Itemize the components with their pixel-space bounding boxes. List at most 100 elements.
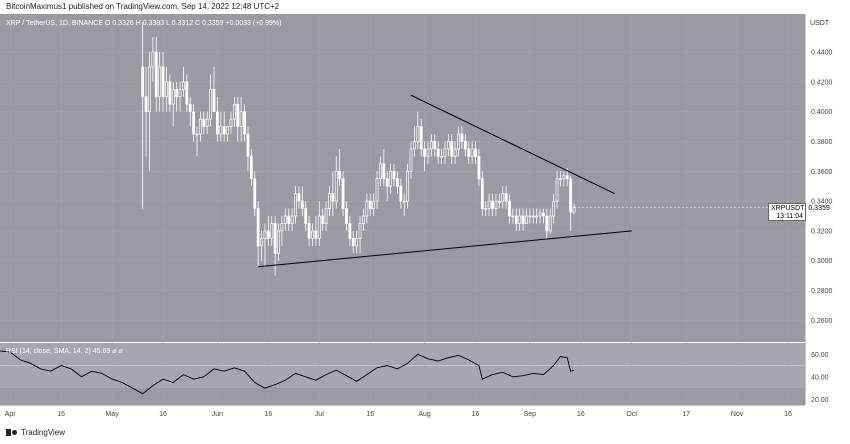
candle-body (535, 215, 539, 218)
footer-brand[interactable]: TradingView (6, 428, 65, 437)
candle-body (324, 208, 328, 224)
candle-body (358, 223, 362, 239)
candle-body (555, 178, 559, 202)
candle-body (239, 111, 243, 127)
candle-body (185, 81, 189, 105)
candle-body (389, 170, 393, 187)
candle-body (215, 111, 219, 135)
candle-body (328, 193, 331, 209)
candle-body (355, 238, 359, 247)
candle-body (565, 175, 569, 180)
candle-body (450, 141, 454, 157)
candle-body (226, 126, 229, 135)
candle-body (538, 212, 542, 217)
last-price-countdown: 13:11:04 (776, 213, 803, 220)
candle-body (243, 111, 246, 135)
candle-body (249, 156, 253, 180)
candle-body (287, 215, 291, 224)
candle-body (531, 215, 535, 218)
time-tick-label: Sep (524, 411, 537, 418)
candle-body (297, 193, 301, 202)
candle-body (504, 193, 508, 202)
legend-open: O 0.3326 (104, 20, 134, 27)
candle-body (508, 200, 511, 217)
rsi-tick-label: 20.00 (811, 397, 829, 404)
price-pane[interactable] (0, 14, 805, 342)
candle-body (348, 223, 352, 239)
candle-body (569, 178, 573, 213)
candle-body (294, 193, 297, 217)
candle-body (277, 230, 280, 254)
time-tick-label: 16 (472, 411, 480, 418)
price-tick-label: 0.3000 (811, 258, 833, 265)
candle-body (178, 88, 182, 98)
candle-body (168, 81, 172, 105)
legend-high: H 0.3383 (135, 20, 165, 27)
price-tick-label: 0.2600 (811, 318, 833, 325)
trendline (410, 94, 616, 195)
candle-body (317, 215, 321, 239)
candle-body (260, 238, 263, 247)
candle-body (382, 163, 386, 180)
candle-body (548, 215, 552, 232)
candle-body (165, 81, 168, 98)
candle-body (198, 118, 202, 135)
candle-body (321, 215, 325, 224)
candle-body (351, 238, 355, 247)
price-tick-label: 0.4000 (811, 109, 833, 116)
candle-body (290, 215, 294, 224)
candle-body (334, 170, 338, 202)
price-axis[interactable] (805, 14, 850, 405)
candle-body (521, 215, 525, 224)
candle-body (253, 178, 257, 209)
candle-body (236, 103, 240, 127)
candle-body (171, 88, 175, 105)
candle-body (572, 206, 576, 213)
time-tick-label: Apr (5, 411, 17, 418)
candle-body (229, 118, 233, 127)
candle-body (542, 212, 545, 217)
candle-body (362, 215, 365, 224)
candle-body (426, 148, 430, 157)
candle-body (484, 208, 488, 210)
candle-body (423, 148, 426, 157)
price-tick-label: 0.4400 (811, 50, 833, 57)
candle-body (470, 148, 474, 157)
candle-body (300, 200, 304, 209)
candle-body (256, 208, 260, 247)
candle-body (202, 118, 206, 127)
time-tick-label: Jun (212, 411, 223, 418)
candle-body (209, 88, 212, 120)
candle-body (419, 126, 423, 150)
candle-body (474, 148, 477, 157)
last-price-value: 0.3359 (808, 205, 830, 212)
candle-body (266, 230, 270, 239)
candle-body (283, 215, 287, 224)
last-price-symbol: XRPUSDT (771, 205, 805, 212)
candle-body (375, 178, 379, 202)
candle-body (158, 66, 162, 98)
trendline (258, 230, 632, 268)
candle-body (141, 66, 145, 98)
rsi-tick-label: 40.00 (811, 374, 829, 381)
candle-body (525, 215, 528, 224)
candle-body (453, 148, 457, 157)
candle-body (467, 148, 471, 157)
candle-body (409, 148, 413, 172)
legend-low: L 0.3312 (166, 20, 194, 27)
last-price-tag: XRPUSDT 0.3359 13:11:04 (768, 203, 830, 221)
time-axis[interactable] (0, 405, 805, 423)
candle-body (368, 200, 372, 209)
legend-change: +0.0033 (+0.99%) (225, 20, 282, 27)
time-tick-label: 16 (366, 411, 374, 418)
candle-body (175, 88, 179, 98)
candle-body (331, 193, 335, 202)
candle-body (501, 193, 505, 202)
candle-body (477, 156, 481, 180)
candle-body (379, 163, 382, 180)
candle-body (494, 200, 498, 209)
time-tick-label: May (105, 411, 119, 418)
candle-body (161, 66, 165, 98)
price-tick-label: 0.3400 (811, 199, 833, 206)
candle-body (270, 223, 274, 239)
